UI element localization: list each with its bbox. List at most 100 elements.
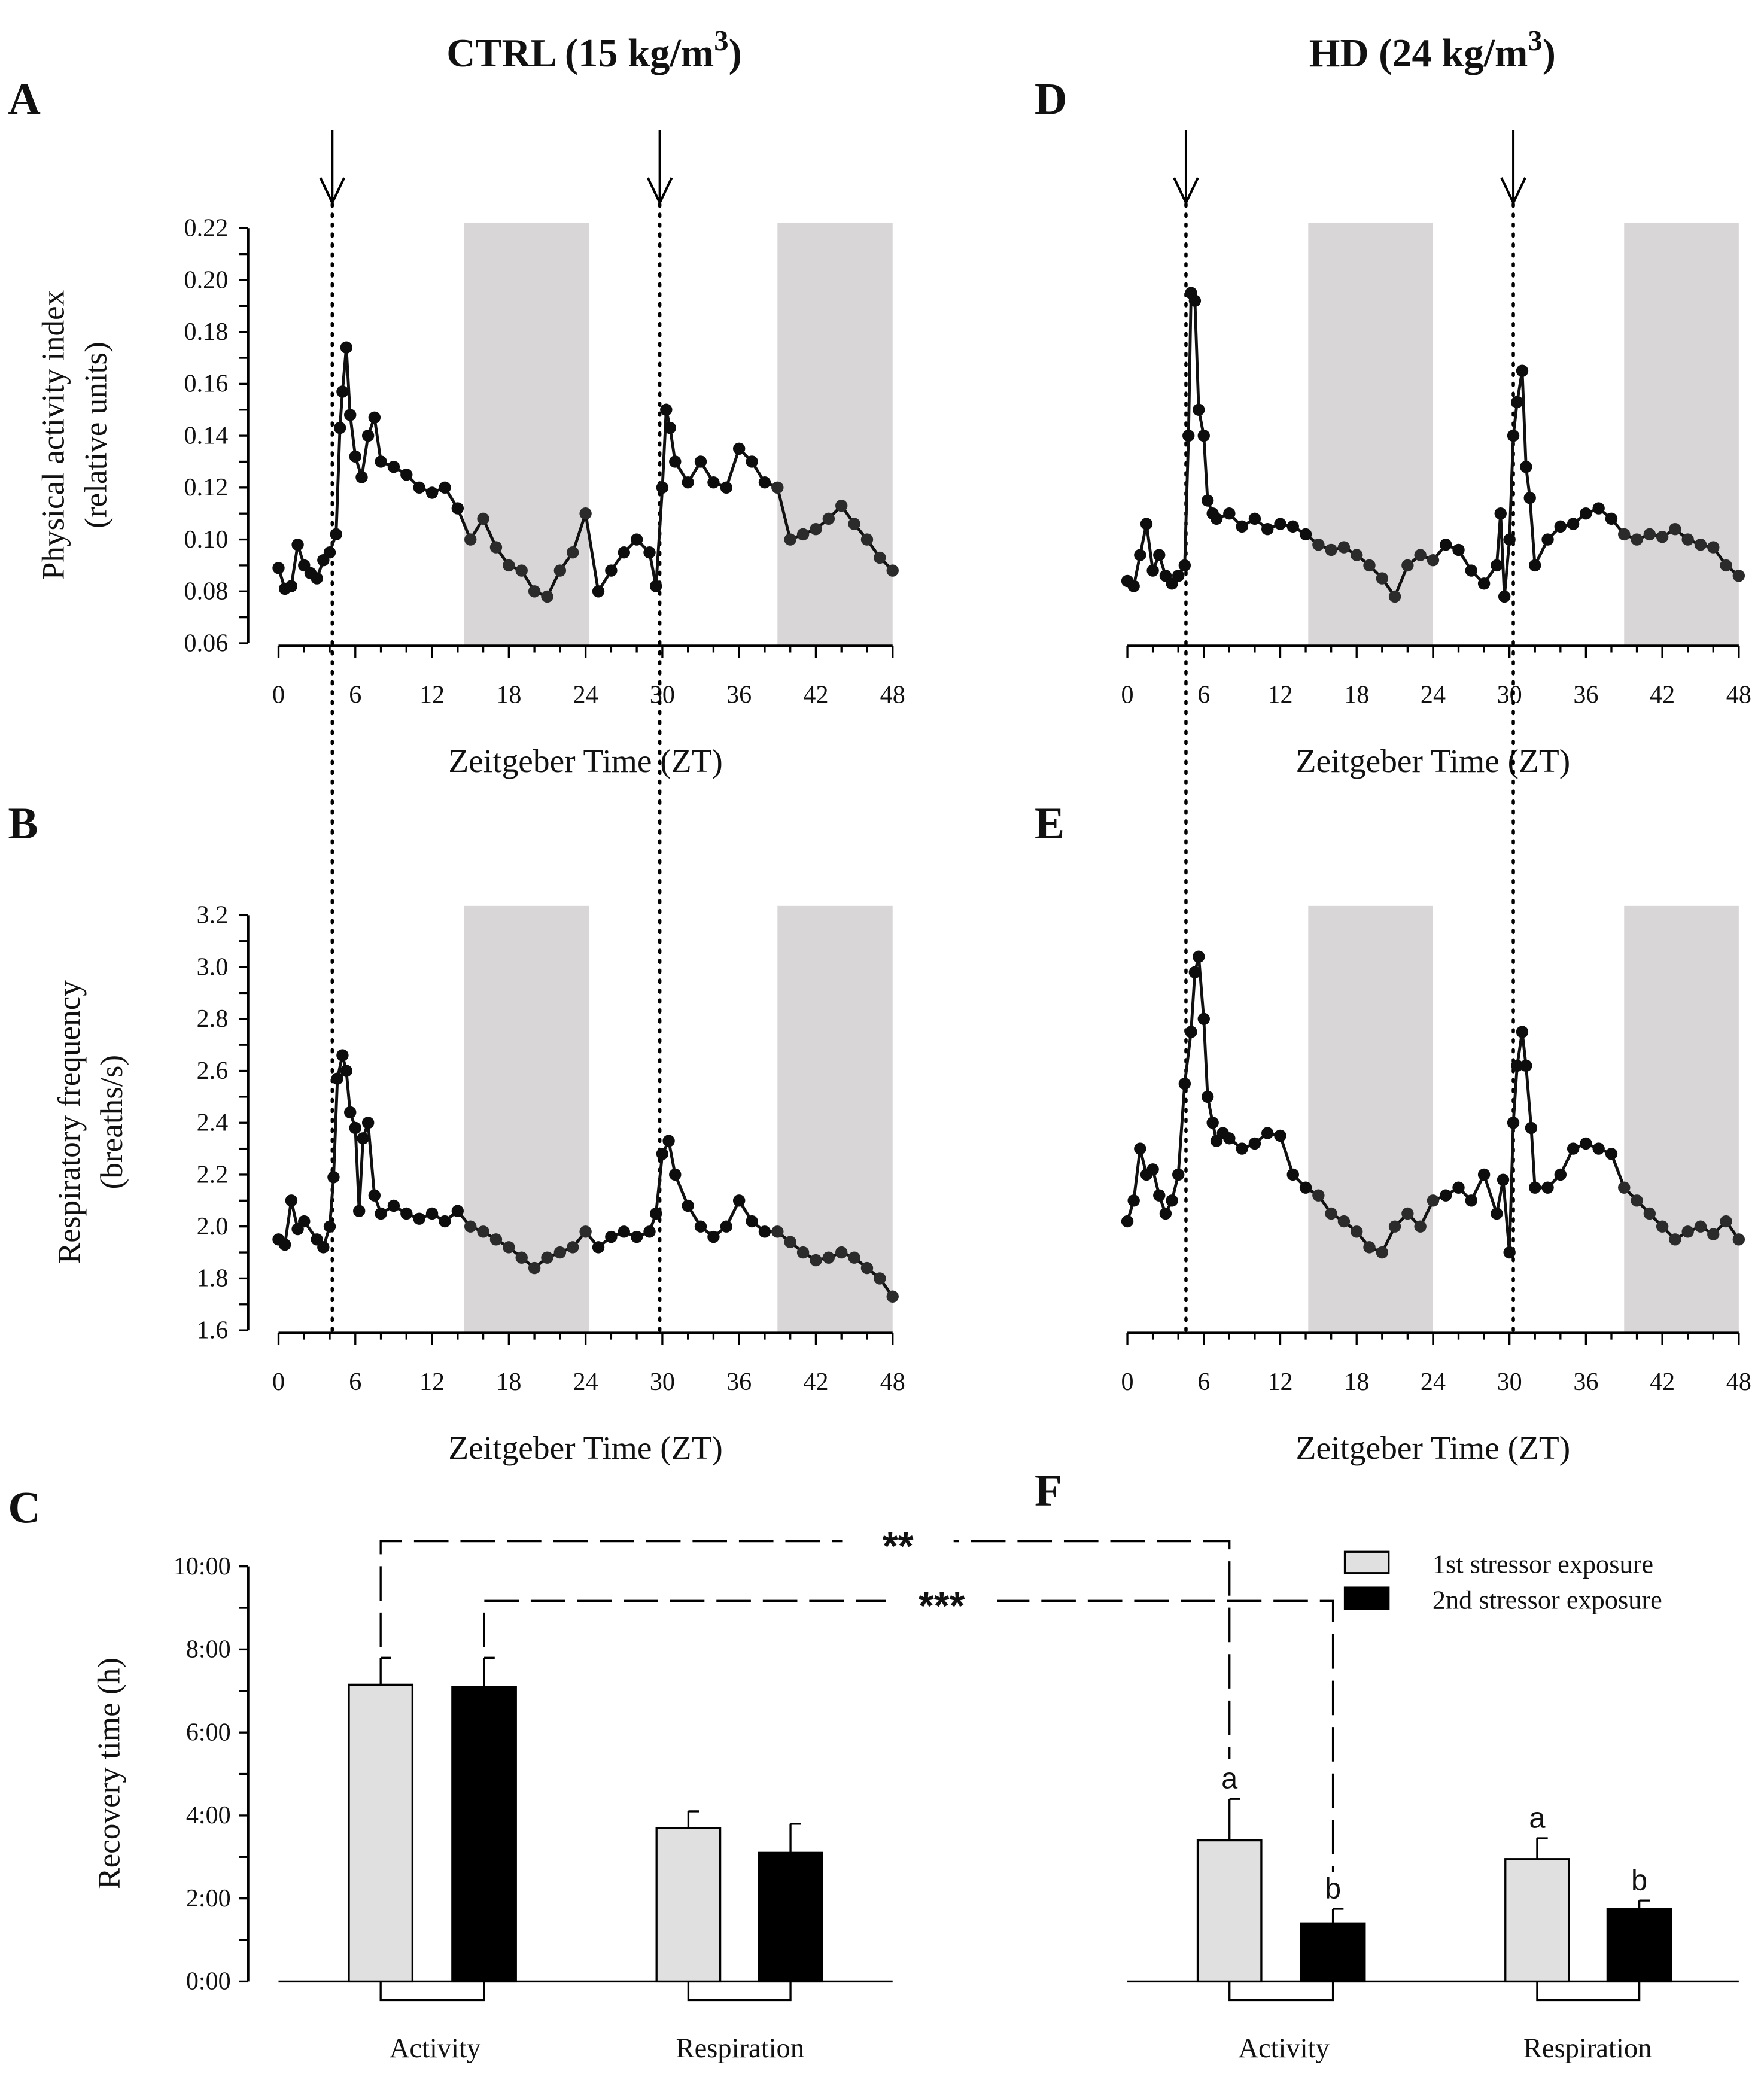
significance-letter: a: [1529, 1802, 1546, 1834]
data-point: [344, 409, 357, 421]
data-point: [1351, 1225, 1363, 1238]
data-point: [1261, 1127, 1274, 1139]
y-tick-label: 3.0: [197, 953, 229, 981]
data-point: [1274, 518, 1286, 530]
x-tick-label: 18: [496, 1368, 521, 1396]
panel-letter-b: B: [8, 799, 38, 849]
data-point: [1185, 1026, 1197, 1038]
data-point: [317, 1241, 330, 1254]
data-point: [662, 1135, 675, 1147]
bar-C-activity-second: [451, 1686, 517, 1983]
data-point: [515, 564, 528, 577]
data-point: [1520, 460, 1532, 473]
data-point: [1580, 507, 1592, 520]
x-tick-label: 24: [1421, 681, 1446, 709]
y-tick-label: 4:00: [186, 1801, 231, 1829]
bar-C-activity-first: [348, 1683, 414, 1983]
data-point: [618, 546, 630, 559]
x-tick-label: 36: [1573, 1368, 1598, 1396]
data-point: [1707, 1228, 1720, 1240]
data-point: [1523, 491, 1536, 504]
data-point: [746, 1215, 758, 1228]
stressor-arrow-icon: [319, 130, 346, 206]
data-point: [1312, 1189, 1325, 1202]
data-point: [1299, 1181, 1312, 1194]
y-tick-label: 0.20: [184, 266, 229, 294]
x-tick-label: 6: [1197, 1368, 1210, 1396]
panel-letter-c: C: [8, 1483, 40, 1533]
y-axis-label: (relative units): [78, 342, 113, 528]
y-tick-label: 2:00: [186, 1884, 231, 1912]
y-tick-label: 0.14: [184, 421, 229, 449]
dark-phase-shading: [464, 905, 590, 1334]
series-line: [1126, 956, 1740, 1255]
data-point: [330, 528, 342, 541]
plots: 0 6 12 18 24 30 36 42 48 Zeitgeber Time (ZT) 0.06 0…: [35, 130, 1751, 2064]
data-point: [1172, 570, 1185, 582]
stressor-arrow-icon: [1173, 130, 1199, 206]
pair-bracket: [1536, 1981, 1641, 2002]
data-point: [886, 1290, 899, 1303]
data-point: [387, 1199, 400, 1212]
data-point: [848, 1251, 860, 1264]
y-tick-label: 2.2: [197, 1160, 229, 1188]
data-point: [1520, 1059, 1532, 1072]
line-chart-A: 0 6 12 18 24 30 36 42 48 Zeitgeber Time (ZT) 0.06 0…: [35, 130, 905, 1335]
data-point: [1605, 512, 1618, 525]
data-point: [439, 481, 451, 494]
data-point: [605, 1230, 618, 1243]
line-chart-E: 0 6 12 18 24 30 36 42 48 Zeitgeber Time (ZT): [1121, 905, 1751, 1466]
data-point: [1274, 1129, 1286, 1142]
data-point: [323, 546, 336, 559]
x-axis-label: Zeitgeber Time (ZT): [1296, 1430, 1571, 1466]
x-tick-label: 36: [1573, 681, 1598, 709]
data-point: [1507, 1117, 1520, 1129]
data-point: [1153, 549, 1166, 561]
data-point: [1312, 539, 1325, 551]
data-point: [451, 1205, 464, 1217]
data-point: [368, 411, 381, 424]
dark-phase-shading: [1624, 223, 1739, 647]
significance-letter: b: [1325, 1872, 1341, 1905]
data-point: [1427, 554, 1440, 567]
data-point: [1178, 1078, 1191, 1090]
data-point: [425, 486, 439, 499]
data-point: [1223, 1132, 1236, 1145]
data-point: [822, 1251, 835, 1264]
data-point: [1491, 559, 1503, 572]
data-point: [1197, 429, 1210, 442]
data-point: [822, 512, 835, 525]
data-point: [1236, 1142, 1248, 1155]
pair-bracket: [687, 1981, 792, 2002]
data-point: [567, 1241, 579, 1254]
significance-letter: b: [1631, 1864, 1647, 1896]
dark-phase-shading: [777, 223, 893, 647]
data-point: [1248, 512, 1261, 525]
data-point: [1567, 518, 1580, 530]
bar-C-respiration-first: [655, 1827, 722, 1983]
x-tick-label: 42: [1650, 681, 1675, 709]
data-point: [1197, 1012, 1210, 1026]
x-tick-label: 0: [272, 681, 285, 709]
data-point: [375, 1207, 387, 1220]
data-point: [278, 1238, 291, 1251]
data-point: [553, 1246, 567, 1259]
data-point: [1401, 559, 1414, 572]
data-point: [758, 1225, 771, 1238]
data-point: [291, 539, 304, 551]
data-point: [1452, 1181, 1465, 1194]
data-point: [1286, 1168, 1299, 1181]
x-tick-label: 24: [573, 1368, 598, 1396]
data-point: [349, 1121, 361, 1135]
data-point: [464, 1220, 477, 1233]
x-tick-label: 30: [1497, 1368, 1522, 1396]
data-point: [1337, 1215, 1351, 1228]
data-point: [331, 1072, 344, 1085]
data-point: [796, 528, 810, 541]
data-point: [1732, 570, 1745, 582]
data-point: [425, 1207, 439, 1220]
column-title-ctrl: CTRL (15 kg/m3): [446, 25, 742, 75]
data-point: [355, 471, 368, 483]
data-point: [860, 533, 874, 546]
data-point: [361, 1117, 375, 1129]
